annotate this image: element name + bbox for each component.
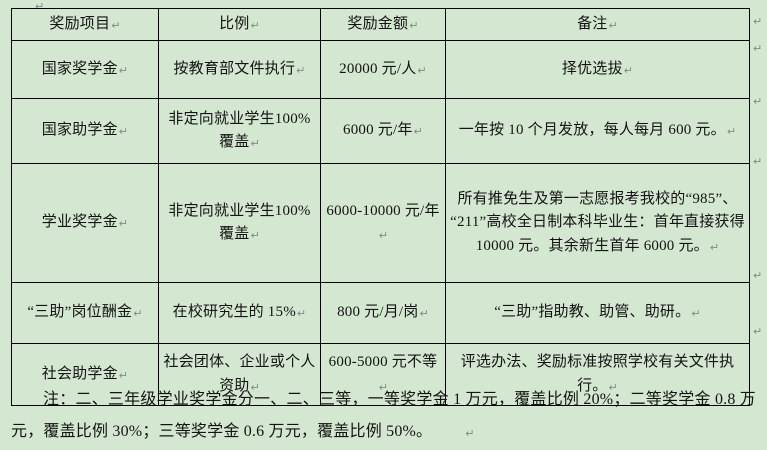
cell-text-remark: 评选办法、奖励标准按照学校有关文件执行。 — [460, 354, 735, 394]
paragraph-mark-icon: ↵ — [250, 380, 260, 394]
cell-remark: 所有推免生及第一志愿报考我校的“985”、“211”高校全日制本科毕业生：首年直… — [445, 163, 750, 283]
award-table: 奖励项目↵ 比例↵ 奖励金额↵ 备注↵ 国家奖学金↵ 按教育部文件执行↵ 200… — [11, 8, 750, 406]
paragraph-mark-top: ↵ — [35, 0, 45, 13]
cell-item: “三助”岗位酬金↵ — [11, 282, 159, 344]
award-table-container: 奖励项目↵ 比例↵ 奖励金额↵ 备注↵ 国家奖学金↵ 按教育部文件执行↵ 200… — [11, 8, 750, 406]
cell-text-item: 国家助学金 — [41, 122, 118, 139]
paragraph-mark-icon: ↵ — [753, 95, 763, 108]
cell-amount: 6000 元/年↵ — [320, 98, 446, 164]
paragraph-mark-icon: ↵ — [691, 307, 701, 321]
paragraph-mark-icon: ↵ — [753, 325, 763, 338]
table-row: 国家助学金↵ 非定向就业学生100%覆盖↵ 6000 元/年↵ 一年按 10 个… — [11, 98, 750, 164]
cell-text-item: “三助”岗位酬金 — [27, 304, 133, 321]
cell-remark: “三助”指助教、助管、助研。↵ — [445, 282, 750, 344]
cell-ratio: 社会团体、企业或个人资助↵ — [158, 343, 321, 406]
cell-item: 社会助学金↵ — [11, 343, 159, 406]
paragraph-mark-icon: ↵ — [378, 380, 389, 394]
paragraph-mark-icon: ↵ — [118, 217, 129, 231]
cell-ratio: 按教育部文件执行↵ — [158, 40, 321, 99]
header-cell-amount: 奖励金额↵ — [320, 8, 446, 41]
cell-text-remark: 一年按 10 个月发放，每人每月 600 元。 — [458, 122, 726, 139]
paragraph-mark-icon: ↵ — [726, 125, 737, 139]
paragraph-mark-icon: ↵ — [118, 63, 129, 77]
cell-text-amount: 20000 元/人 — [339, 60, 417, 77]
table-row: 社会助学金↵ 社会团体、企业或个人资助↵ 600-5000 元不等↵ 评选办法、… — [11, 343, 750, 406]
cell-text-amount: 6000-10000 元/年 — [326, 202, 440, 219]
header-cell-item: 奖励项目↵ — [11, 8, 159, 41]
cell-remark: 评选办法、奖励标准按照学校有关文件执行。↵ — [445, 343, 750, 406]
header-label-item: 奖励项目 — [49, 15, 111, 32]
cell-ratio: 在校研究生的 15%↵ — [158, 282, 321, 344]
cell-amount: 800 元/月/岗↵ — [320, 282, 446, 344]
table-header-row: 奖励项目↵ 比例↵ 奖励金额↵ 备注↵ — [11, 8, 750, 41]
paragraph-mark-icon: ↵ — [118, 125, 129, 139]
header-label-remark: 备注 — [577, 15, 608, 32]
cell-item: 国家助学金↵ — [11, 98, 159, 164]
paragraph-mark-icon: ↵ — [623, 63, 634, 77]
cell-item: 国家奖学金↵ — [11, 40, 159, 99]
header-cell-remark: 备注↵ — [445, 8, 750, 41]
cell-remark: 择优选拔↵ — [445, 40, 750, 99]
cell-text-ratio: 在校研究生的 15% — [172, 304, 296, 321]
table-row: “三助”岗位酬金↵ 在校研究生的 15%↵ 800 元/月/岗↵ “三助”指助教… — [11, 282, 750, 344]
paragraph-mark-icon: ↵ — [296, 307, 307, 321]
table-row: 国家奖学金↵ 按教育部文件执行↵ 20000 元/人↵ 择优选拔↵ — [11, 40, 750, 99]
cell-text-ratio: 按教育部文件执行 — [173, 60, 296, 77]
paragraph-mark-icon: ↵ — [709, 240, 720, 254]
cell-item: 学业奖学金↵ — [11, 163, 159, 283]
cell-text-ratio: 非定向就业学生100%覆盖 — [168, 202, 311, 242]
table-row: 学业奖学金↵ 非定向就业学生100%覆盖↵ 6000-10000 元/年↵ 所有… — [11, 163, 750, 283]
header-label-amount: 奖励金额 — [347, 15, 409, 32]
cell-text-remark: “三助”指助教、助管、助研。 — [494, 304, 691, 321]
cell-text-amount: 600-5000 元不等 — [328, 354, 438, 371]
cell-amount: 20000 元/人↵ — [320, 40, 446, 99]
paragraph-mark-icon: ↵ — [250, 137, 260, 150]
cell-text-item: 国家奖学金 — [41, 60, 118, 77]
cell-text-amount: 6000 元/年 — [343, 122, 413, 139]
cell-amount: 6000-10000 元/年 ↵ — [320, 163, 446, 283]
paragraph-mark-icon: ↵ — [608, 380, 618, 394]
paragraph-mark-icon: ↵ — [250, 229, 260, 242]
header-label-ratio: 比例 — [219, 15, 250, 32]
paragraph-mark-icon: ↵ — [419, 307, 429, 321]
paragraph-mark-icon: ↵ — [133, 307, 143, 321]
paragraph-mark-icon: ↵ — [250, 18, 260, 32]
paragraph-mark-icon: ↵ — [118, 368, 129, 382]
paragraph-mark-icon: ↵ — [296, 63, 306, 77]
cell-remark: 一年按 10 个月发放，每人每月 600 元。↵ — [445, 98, 750, 164]
paragraph-mark-icon: ↵ — [111, 18, 121, 32]
cell-text-item: 学业奖学金 — [41, 214, 118, 231]
cell-text-amount: 800 元/月/岗 — [337, 304, 419, 321]
paragraph-mark-icon: ↵ — [753, 155, 763, 168]
paragraph-mark-icon: ↵ — [753, 15, 763, 28]
paragraph-mark-icon: ↵ — [413, 125, 423, 139]
table-footnote: 注：二、三年级学业奖学金分一、二、三等，一等奖学金 1 万元，覆盖比例 20%；… — [11, 384, 756, 448]
paragraph-mark-icon: ↵ — [465, 427, 475, 440]
cell-amount: 600-5000 元不等 ↵ — [320, 343, 446, 406]
cell-text-remark: 所有推免生及第一志愿报考我校的“985”、“211”高校全日制本科毕业生：首年直… — [450, 191, 745, 254]
header-cell-ratio: 比例↵ — [158, 8, 321, 41]
paragraph-mark-icon: ↵ — [378, 229, 389, 242]
footnote-text: 注：二、三年级学业奖学金分一、二、三等，一等奖学金 1 万元，覆盖比例 20%；… — [11, 391, 756, 440]
paragraph-mark-icon: ↵ — [417, 63, 427, 77]
cell-ratio: 非定向就业学生100%覆盖↵ — [158, 98, 321, 164]
cell-text-ratio: 社会团体、企业或个人资助 — [163, 354, 316, 394]
cell-text-ratio: 非定向就业学生100%覆盖 — [168, 110, 311, 150]
paragraph-mark-icon: ↵ — [409, 18, 419, 32]
paragraph-mark-icon: ↵ — [608, 18, 618, 32]
cell-text-item: 社会助学金 — [41, 365, 118, 382]
cell-text-remark: 择优选拔 — [561, 60, 623, 77]
paragraph-mark-icon: ↵ — [753, 42, 763, 55]
cell-ratio: 非定向就业学生100%覆盖↵ — [158, 163, 321, 283]
paragraph-mark-icon: ↵ — [753, 269, 763, 282]
